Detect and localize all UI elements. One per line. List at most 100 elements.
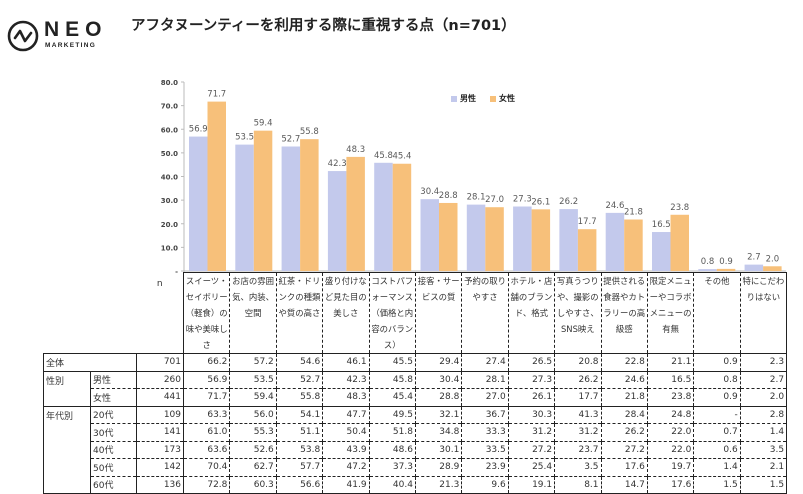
brand-logo: NEO MARKETING [6,18,106,54]
table-cell: 47.2 [322,458,370,476]
table-cell: 29.4 [415,353,463,371]
table-row: 女性 441 71.7 59.4 55.8 48.3 45.4 28.8 27.0 26.1 17.… [43,388,788,406]
table-cell: 21.1 [647,353,695,371]
table-cell: 60.3 [229,475,277,494]
table-cell: 42.3 [322,370,370,389]
table-cell: 55.8 [276,388,324,406]
data-label-male: 24.6 [605,201,624,211]
y-tick-label: 70.0 [161,103,178,111]
table-cell: 48.3 [322,388,370,406]
column-header: 盛り付けなど見た目の美しさ [322,272,370,354]
bar-female [253,130,273,271]
table-cell: 27.0 [461,388,509,406]
column-header: 限定メニューやコラボメニューの有無 [647,272,695,354]
column-header: その他 [693,272,741,354]
column-header: 特にこだわりはない [740,272,788,354]
row-n: 136 [136,475,184,494]
bar-female [577,229,597,271]
row-n: 441 [136,388,184,406]
table-cell: 1.4 [740,423,788,441]
page-title: アフタヌーンティーを利用する際に重視する点（n=701） [131,18,516,34]
table-cell: 53.5 [229,370,277,389]
chart-legend: 男性 女性 [451,93,515,104]
data-table: n スイーツ・セイボリー（軽食）の味や美味しさ お店の雰囲気、内装、空間 紅茶・ドリン… [43,272,788,494]
table-cell: 51.8 [369,423,416,441]
row-sub-label: 60代 [90,475,137,494]
row-n: 260 [136,370,184,389]
y-tick-label: 10.0 [161,244,178,252]
table-cell: 28.1 [461,370,509,389]
table-cell: 45.8 [369,370,416,389]
y-tick-label: 20.0 [161,221,178,229]
table-cell: 26.1 [508,388,556,406]
bar-male [698,269,717,271]
bar-male [513,206,532,271]
header-empty-cell [44,273,137,354]
table-cell: 24.8 [647,405,695,424]
row-group-label [43,388,91,406]
table-cell: 49.5 [369,405,416,424]
table-cell: 56.0 [229,405,277,424]
table-cell: 57.2 [229,353,277,371]
bar-male [420,199,439,271]
data-label-male: 26.2 [559,197,578,207]
bar-chart: - 10.0 20.0 30.0 40.0 50.0 60.0 70.0 80.0 56.9 71.… [161,79,786,276]
table-row: 全体 701 66.2 57.2 54.6 46.1 45.5 29.4 27.4 26.5 20.… [43,353,788,371]
table-cell: 51.1 [276,423,324,441]
table-cell: 19.7 [647,458,695,476]
table-cell: 23.9 [461,458,509,476]
row-sub-label: 20代 [90,405,137,424]
data-label-female: 26.1 [531,197,550,207]
table-cell: 55.3 [229,423,277,441]
table-cell: 28.4 [601,405,648,424]
row-n: 173 [136,440,184,459]
table-cell: 8.1 [554,475,602,494]
data-label-female: 17.7 [578,217,597,227]
data-label-male: 30.4 [420,187,439,197]
table-row: 30代 141 61.0 55.3 51.1 50.4 51.8 34.8 33.3 31.2 31… [43,423,788,441]
table-cell: 30.4 [415,370,463,389]
table-cell: 66.2 [183,353,231,371]
row-n: 109 [136,405,184,424]
table-cell: 40.4 [369,475,416,494]
table-cell: 43.9 [322,440,370,459]
row-sub-label: 30代 [90,423,137,441]
data-label-male: 2.7 [747,253,761,263]
table-cell: 2.1 [740,458,788,476]
table-cell: 0.7 [693,423,741,441]
table-cell: 22.0 [647,423,695,441]
table-cell: 17.6 [601,458,648,476]
table-cell: 45.4 [369,388,416,406]
table-cell: 17.6 [647,475,695,494]
table-cell: 32.1 [415,405,463,424]
table-row: 性別 男性 260 56.9 53.5 52.7 42.3 45.8 30.4 28.1 27.3 2… [43,370,788,389]
table-cell: 1.4 [693,458,741,476]
table-cell: 31.2 [554,423,602,441]
bar-female [392,163,412,271]
table-cell: 31.2 [508,423,556,441]
table-cell: 70.4 [183,458,231,476]
table-cell: 23.7 [554,440,602,459]
data-label-male: 28.1 [467,193,486,203]
data-label-male: 16.5 [652,220,671,230]
table-cell: 30.1 [415,440,463,459]
table-cell: 3.5 [554,458,602,476]
row-group-label: 性別 [43,370,91,389]
column-header: 写真うつりや、撮影のしやすさ、SNS映え [554,272,602,354]
row-group-label [43,423,91,441]
table-row: 60代 136 72.8 60.3 56.6 41.9 40.4 21.3 9.6 19.1 8.1… [43,475,788,494]
table-cell: 0.9 [693,388,741,406]
table-cell: 63.3 [183,405,231,424]
data-label-female: 55.8 [300,127,319,137]
table-cell: 28.8 [415,388,463,406]
table-cell: 28.9 [415,458,463,476]
table-cell: 45.5 [369,353,416,371]
row-sub-label: 女性 [90,388,137,406]
table-cell: 24.6 [601,370,648,389]
bar-female [300,139,319,271]
bar-female [716,268,736,271]
data-label-female: 2.0 [766,254,780,264]
table-cell: 22.8 [601,353,648,371]
row-n: 141 [136,423,184,441]
data-label-male: 56.9 [189,125,208,135]
